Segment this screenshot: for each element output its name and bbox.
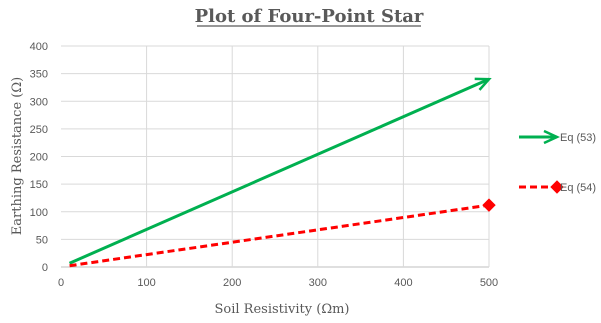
legend-arrow-marker: [543, 129, 560, 145]
legend-diamond-marker: [550, 180, 564, 194]
x-tick-label: 500: [480, 277, 498, 289]
series-2: [69, 198, 496, 268]
y-axis-ticks: 0 50 100 150 200 250 300 350 400: [30, 41, 48, 274]
x-tick-label: 400: [394, 277, 412, 289]
x-tick-label: 300: [309, 277, 327, 289]
series-layer: [68, 77, 496, 268]
y-tick-label: 300: [30, 96, 48, 108]
series-end-arrow: [474, 77, 492, 91]
legend: Eq (53) Eq (54): [519, 129, 596, 194]
series-1: [68, 77, 492, 265]
y-tick-label: 50: [36, 234, 48, 246]
legend-item: Eq (54): [519, 180, 596, 194]
y-tick-label: 200: [30, 152, 48, 164]
x-axis-label: Soil Resistivity (Ωm): [215, 302, 350, 317]
y-axis-label: Earthing Resistance (Ω): [10, 77, 25, 235]
x-tick-label: 100: [137, 277, 155, 289]
chart-title: Plot of Four-Point Star: [195, 6, 424, 27]
series-line: [68, 77, 490, 265]
y-tick-label: 0: [42, 262, 48, 274]
legend-item: Eq (53): [519, 129, 596, 145]
x-tick-label: 0: [58, 277, 64, 289]
legend-label: Eq (53): [560, 132, 596, 144]
y-tick-label: 250: [30, 124, 48, 136]
y-tick-label: 100: [30, 207, 48, 219]
y-tick-label: 150: [30, 179, 48, 191]
data-point-marker: [482, 198, 496, 212]
legend-label: Eq (54): [560, 182, 596, 194]
y-tick-label: 400: [30, 41, 48, 53]
x-axis-ticks: 0 100 200 300 400 500: [58, 277, 498, 289]
y-tick-label: 350: [30, 69, 48, 81]
x-tick-label: 200: [223, 277, 241, 289]
grid: [61, 45, 490, 268]
series-line: [69, 203, 490, 268]
